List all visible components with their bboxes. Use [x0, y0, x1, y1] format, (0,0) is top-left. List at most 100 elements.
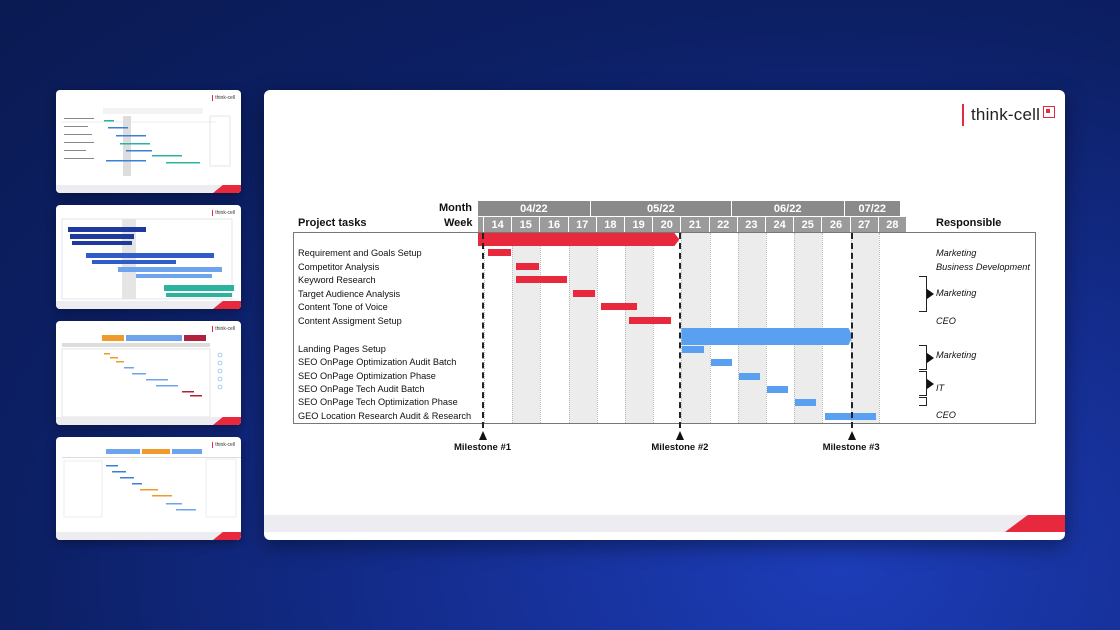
thumbnail-logo: think-cell — [212, 210, 235, 216]
task-bar — [710, 359, 732, 366]
month-cell: 06/22 — [731, 201, 845, 216]
week-cell: 18 — [596, 217, 625, 232]
task-label: Landing Pages Setup — [298, 344, 386, 354]
task-label: Target Audience Analysis — [298, 289, 401, 299]
week-gridline — [596, 233, 598, 423]
task-bar — [682, 346, 704, 353]
thumbnail-footer — [56, 185, 241, 193]
task-bar — [629, 317, 672, 324]
thumbnail-logo: think-cell — [212, 442, 235, 448]
task-label: SEO OnPage Optimization Audit Batch — [298, 357, 457, 367]
milestone-line — [679, 233, 682, 428]
phase-1-summary-bar — [478, 233, 679, 246]
week-cell: 16 — [540, 217, 569, 232]
task-label: SEO OnPage Tech Audit Batch — [298, 384, 425, 394]
phase-2-summary-bar — [681, 328, 852, 345]
week-gridline — [568, 233, 570, 423]
week-gridline — [625, 233, 626, 423]
thumbnail-3-preview — [61, 335, 223, 417]
slide-footer-band — [264, 515, 1065, 532]
thumbnail-4-preview — [62, 449, 241, 518]
responsible-bracket — [919, 345, 927, 370]
think-cell-logo: think-cell — [962, 104, 1056, 126]
week-cell: 17 — [568, 217, 597, 232]
task-bar — [795, 399, 817, 406]
responsible-header: Responsible — [936, 217, 1002, 229]
milestone-label: Milestone #1 — [454, 442, 512, 453]
task-bar — [488, 249, 511, 256]
responsible-label: CEO — [936, 316, 956, 326]
week-cell: 15 — [512, 217, 541, 232]
week-cell: 23 — [737, 217, 766, 232]
task-bar — [738, 373, 760, 380]
responsible-bracket — [919, 276, 927, 312]
thumbnail-accent — [213, 301, 241, 309]
thumbnail-1-preview — [62, 108, 231, 176]
milestone-marker-icon — [676, 431, 685, 440]
thumbnail-accent — [213, 532, 241, 540]
week-gridline — [878, 233, 880, 423]
week-cell: 24 — [766, 217, 795, 232]
month-header-label: Month — [439, 202, 472, 214]
bracket-arrow-icon — [927, 378, 934, 389]
thumbnail-footer — [56, 417, 241, 425]
milestone-label: Milestone #3 — [822, 442, 880, 453]
responsible-label: Marketing — [936, 350, 977, 360]
task-label: Content Assigment Setup — [298, 316, 402, 326]
task-label: GEO Location Research Audit & Research — [298, 411, 472, 421]
week-gridline — [653, 233, 655, 423]
thumbnail-accent — [213, 417, 241, 425]
thumbnail-2-preview — [61, 218, 234, 300]
responsible-label: IT — [936, 383, 945, 393]
thumbnail-footer — [56, 301, 241, 309]
week-stripe — [568, 233, 597, 423]
week-cell: 26 — [822, 217, 851, 232]
week-cell: 19 — [625, 217, 654, 232]
chart-frame — [293, 232, 1036, 424]
task-label: SEO OnPage Tech Optimization Phase — [298, 397, 458, 407]
week-cell: 27 — [850, 217, 879, 232]
thumbnail-2[interactable]: think-cell — [56, 205, 241, 309]
thumbnail-footer — [56, 532, 241, 540]
week-stripe — [625, 233, 654, 423]
milestone-marker-icon — [847, 431, 856, 440]
milestone-line — [482, 233, 484, 428]
bracket-arrow-icon — [927, 352, 934, 363]
week-gridline — [540, 233, 542, 423]
week-cell: 14 — [484, 217, 513, 232]
week-cell: 28 — [878, 217, 907, 232]
responsible-label: Business Development — [936, 262, 1030, 272]
task-label: Content Tone of Voice — [298, 302, 388, 312]
responsible-label: CEO — [936, 410, 956, 420]
week-cell: 20 — [653, 217, 682, 232]
logo-text: think-cell — [971, 105, 1041, 124]
responsible-label: Marketing — [936, 288, 977, 298]
task-bar — [516, 276, 567, 283]
thumbnail-logo: think-cell — [212, 326, 235, 332]
milestone-marker-icon — [479, 431, 487, 440]
logo-bar — [962, 104, 964, 126]
thumbnail-accent — [213, 185, 241, 193]
month-cell: 05/22 — [590, 201, 732, 216]
responsible-label: Marketing — [936, 248, 977, 258]
task-bar — [516, 263, 539, 270]
week-cell: 21 — [681, 217, 710, 232]
task-bar — [600, 303, 638, 310]
gantt-slide: think-cell Month Week Project tasks Resp… — [264, 90, 1065, 540]
thumbnail-3[interactable]: think-cell — [56, 321, 241, 425]
responsible-bracket — [919, 371, 927, 396]
project-tasks-header: Project tasks — [298, 217, 367, 229]
milestone-line — [850, 233, 853, 428]
task-bar — [572, 290, 596, 297]
week-gridline — [512, 233, 514, 423]
week-header-label: Week — [444, 217, 473, 229]
thumbnail-1[interactable]: think-cell — [56, 90, 241, 193]
task-label: SEO OnPage Optimization Phase — [298, 371, 436, 381]
thumbnail-logo: think-cell — [212, 95, 235, 101]
thumbnail-4[interactable]: think-cell — [56, 437, 241, 540]
logo-mark-icon — [1043, 106, 1056, 118]
week-cell: 25 — [794, 217, 823, 232]
task-label: Competitor Analysis — [298, 262, 380, 272]
week-cell-spacer — [478, 217, 484, 232]
week-stripe — [850, 233, 879, 423]
